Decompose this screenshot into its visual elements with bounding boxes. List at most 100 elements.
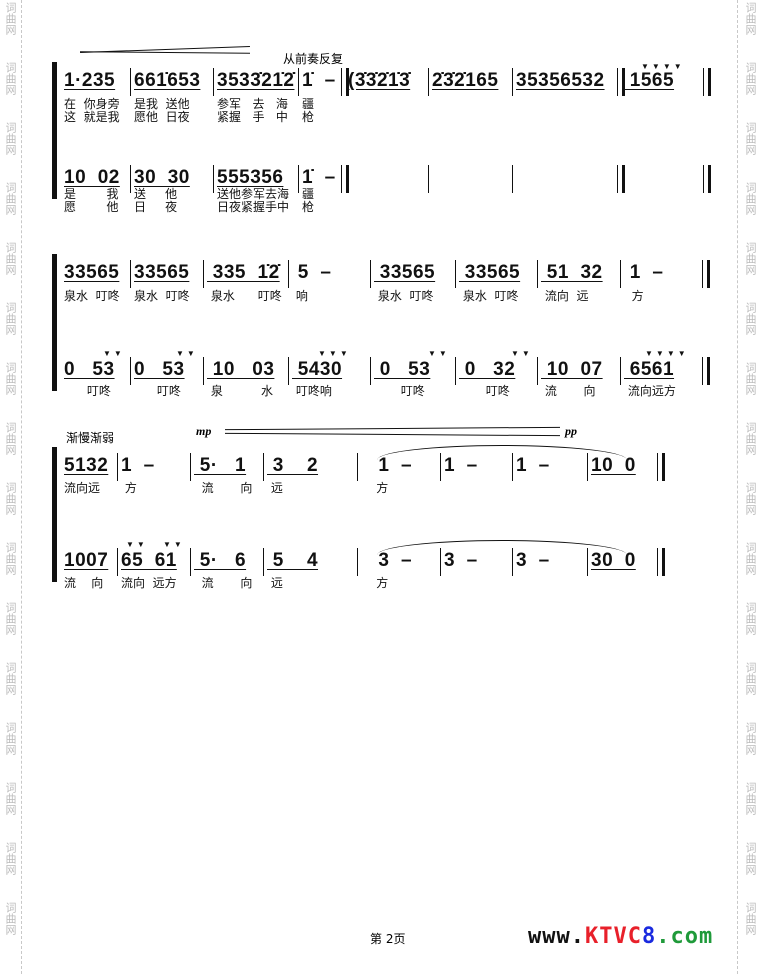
lyric-line-1: 疆: [302, 97, 315, 111]
system-bracket: [52, 254, 57, 391]
barline: [288, 260, 289, 288]
note-group: 0 53: [134, 359, 185, 380]
barline: [455, 357, 456, 385]
lyric-line-1: 响: [292, 289, 308, 303]
note-group: 0 53: [64, 359, 115, 380]
barline: [130, 165, 131, 193]
accent-mark: ▼▼▼▼: [641, 62, 685, 71]
accent-mark: ▼▼: [163, 540, 185, 549]
note-group: 33565: [64, 262, 120, 283]
note-group: 1565: [624, 70, 675, 91]
barline: [657, 453, 665, 481]
note-group: 51 32: [541, 262, 603, 283]
lyric-line-2: 愿他 日夜: [134, 110, 190, 124]
lyric-line-2: 日 夜: [134, 200, 178, 214]
barline: [130, 260, 131, 288]
system-bracket: [52, 62, 57, 199]
lyric-line-1: 流向远: [64, 481, 101, 495]
watermark-text: 词曲网: [4, 62, 17, 95]
note-group: 5430: [292, 359, 343, 380]
barline: [298, 68, 299, 96]
barline: [288, 357, 289, 385]
watermark-text: 词曲网: [4, 782, 17, 815]
note-group: 555356: [217, 167, 284, 188]
watermark-text: 词曲网: [744, 182, 757, 215]
note-group: 1·235: [64, 70, 116, 91]
lyric-line-1: 流向 远: [541, 289, 589, 303]
lyric-line-1: 方: [121, 481, 137, 495]
barline: [190, 453, 191, 481]
lyric-line-1: 流 向: [194, 481, 253, 495]
lyric-line-1: 远: [267, 576, 283, 590]
note-group: 35356532: [516, 70, 605, 91]
note-group: 1 –: [121, 455, 155, 476]
barline: [263, 453, 264, 481]
lyric-line-1: 叮咚: [459, 384, 510, 398]
lyric-line-1: 叮咚响: [292, 384, 332, 398]
dynamic-pp: pp: [565, 424, 577, 438]
note-group: 10 07: [541, 359, 603, 380]
watermark-text: 词曲网: [4, 2, 17, 35]
repeat-instruction: 从前奏反复: [283, 52, 344, 66]
page-number: 第 2页: [370, 932, 406, 946]
dynamic-mp: mp: [196, 424, 212, 438]
lyric-line-1: 流 向: [194, 576, 253, 590]
watermark-text: 词曲网: [744, 662, 757, 695]
note-group: 1 –: [444, 455, 478, 476]
watermark-text: 词曲网: [4, 242, 17, 275]
barline: [537, 260, 538, 288]
barline: [702, 260, 710, 288]
tie-top: [377, 445, 627, 460]
note-group: (3̇3̇2̇1̇3̇: [348, 70, 411, 91]
barline: [428, 68, 429, 96]
lyric-line-2: 愿 他: [64, 200, 119, 214]
watermark-text: 词曲网: [744, 302, 757, 335]
barline: [537, 357, 538, 385]
watermark-text: 词曲网: [744, 422, 757, 455]
decrescendo-line: [225, 432, 560, 437]
note-group: 10 0: [591, 455, 636, 476]
watermark-text: 词曲网: [744, 902, 757, 935]
barline: [428, 165, 429, 193]
watermark-text: 词曲网: [4, 662, 17, 695]
watermark-text: 词曲网: [4, 482, 17, 515]
barline: [203, 260, 204, 288]
barline: [703, 165, 711, 193]
accent-mark: ▼▼: [511, 349, 533, 358]
watermark-text: 词曲网: [4, 722, 17, 755]
barline: [703, 68, 711, 96]
lyric-line-1: 方: [361, 481, 389, 495]
lyric-line-2: 紧握 手 中: [217, 110, 288, 124]
watermark-text: 词曲网: [4, 122, 17, 155]
lyric-line-1: 流 向: [541, 384, 596, 398]
site-logo[interactable]: www.KTVC8.com: [528, 924, 714, 949]
barline: [263, 548, 264, 576]
note-group: 30 0: [591, 550, 636, 571]
note-group: 1̇ –: [302, 167, 336, 188]
note-group: 1007: [64, 550, 109, 571]
note-group: 2̇3̇2̇165: [432, 70, 499, 91]
note-group: 5· 6: [194, 550, 247, 571]
note-group: 661̇653: [134, 70, 201, 91]
watermark-text: 词曲网: [744, 722, 757, 755]
barline: [587, 453, 588, 481]
note-group: 6561: [624, 359, 675, 380]
watermark-text: 词曲网: [744, 842, 757, 875]
note-group: 33565: [134, 262, 190, 283]
accent-mark: ▼▼▼▼: [645, 349, 689, 358]
note-group: 33565: [374, 262, 436, 283]
watermark-text: 词曲网: [4, 302, 17, 335]
barline: [370, 357, 371, 385]
system-bracket: [52, 447, 57, 582]
barline: [370, 260, 371, 288]
note-group: 5132: [64, 455, 109, 476]
barline: [130, 68, 131, 96]
barline: [130, 357, 131, 385]
lyric-line-1: 是我 送他: [134, 97, 190, 111]
note-group: 3 –: [516, 550, 550, 571]
tie-bottom: [377, 540, 627, 555]
barline: [512, 548, 513, 576]
barline: [117, 453, 118, 481]
lyric-line-2: 日夜紧握手中: [217, 200, 290, 214]
